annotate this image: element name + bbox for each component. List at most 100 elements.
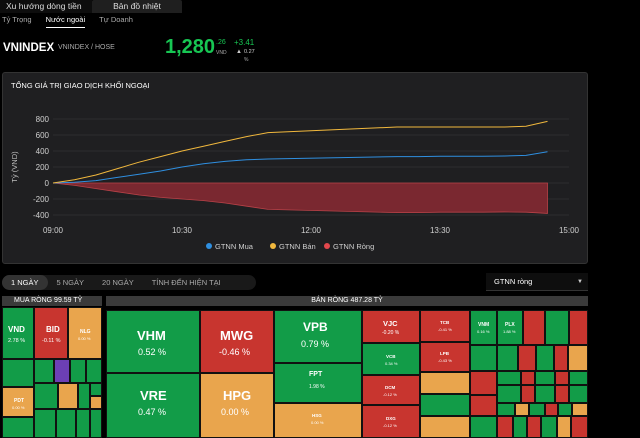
tile-vnd[interactable]: VND 2.78 % bbox=[2, 307, 34, 359]
tile-sell-small[interactable] bbox=[497, 403, 515, 416]
tile-hpg[interactable]: HPG 0.00 % bbox=[200, 373, 274, 438]
tile-sell-small[interactable] bbox=[569, 371, 588, 385]
tile-dcm[interactable]: DCM -0.12 % bbox=[362, 375, 420, 405]
tile-sell-small[interactable] bbox=[521, 371, 535, 385]
tile-sell-small[interactable] bbox=[515, 403, 529, 416]
tile-mwg[interactable]: MWG -0.46 % bbox=[200, 310, 274, 373]
tile-sell-small[interactable] bbox=[541, 416, 557, 438]
tile-sell-small[interactable] bbox=[523, 310, 545, 345]
tab-proportion[interactable]: Tỷ Trọng bbox=[2, 15, 32, 24]
tab-proprietary[interactable]: Tự Doanh bbox=[99, 15, 133, 24]
tile-vhm[interactable]: VHM 0.52 % bbox=[106, 310, 200, 373]
tile-plx[interactable]: PLX 1.88 % bbox=[497, 310, 523, 345]
tile-fpt[interactable]: FPT 1.98 % bbox=[274, 363, 362, 403]
tile-sell-small[interactable] bbox=[568, 345, 588, 371]
tile-sell-small[interactable] bbox=[569, 310, 588, 345]
tile-buy-small[interactable] bbox=[34, 409, 56, 438]
tile-vnm[interactable]: VNM 0.16 % bbox=[470, 310, 497, 345]
tile-buy-small[interactable] bbox=[34, 383, 58, 409]
tile-sell-small[interactable] bbox=[497, 385, 521, 403]
tile-buy-small[interactable] bbox=[86, 359, 102, 383]
tile-buy-small[interactable] bbox=[90, 396, 102, 409]
tile-sell-small[interactable] bbox=[470, 371, 497, 395]
tile-sell-small[interactable] bbox=[470, 345, 497, 371]
index-name: VNINDEX bbox=[3, 42, 55, 54]
tile-sell-small[interactable] bbox=[527, 416, 541, 438]
tile-ticker: VNM bbox=[478, 322, 490, 328]
period-20-days[interactable]: 20 NGÀY bbox=[102, 278, 134, 287]
tile-bid[interactable]: BID -0.11 % bbox=[34, 307, 68, 359]
tile-buy-small[interactable] bbox=[2, 359, 34, 387]
legend-label: GTNN Bán bbox=[279, 242, 316, 251]
tile-ticker: LPB bbox=[440, 351, 449, 356]
tile-sell-small[interactable] bbox=[545, 403, 558, 416]
tab-foreign[interactable]: Nước ngoài bbox=[45, 14, 86, 28]
tile-lpb[interactable]: LPB -0.43 % bbox=[420, 342, 470, 372]
tile-buy-small[interactable] bbox=[56, 409, 76, 438]
metric-select[interactable]: GTNN ròng ▼ bbox=[486, 273, 588, 291]
tile-sell-small[interactable] bbox=[557, 416, 571, 438]
tile-sell-small[interactable] bbox=[420, 394, 470, 416]
tile-sell-small[interactable] bbox=[497, 345, 518, 371]
tile-sell-small[interactable] bbox=[554, 345, 568, 371]
tile-pdt[interactable]: PDT 0.00 % bbox=[2, 387, 34, 417]
tile-tcb[interactable]: TCB -0.41 % bbox=[420, 310, 470, 342]
tile-sell-small[interactable] bbox=[529, 403, 545, 416]
x-tick-label: 15:00 bbox=[559, 226, 580, 235]
tile-sell-small[interactable] bbox=[513, 416, 527, 438]
tile-sell-small[interactable] bbox=[420, 416, 470, 438]
tile-sell-small[interactable] bbox=[572, 403, 588, 416]
top-tab-bar: Xu hướng dòng tiền Bản đồ nhiệt bbox=[0, 0, 640, 13]
tile-hsg[interactable]: HSG 0.00 % bbox=[274, 403, 362, 438]
tile-sell-small[interactable] bbox=[535, 385, 555, 403]
tile-change: -0.12 % bbox=[383, 423, 397, 428]
tile-buy-small[interactable] bbox=[90, 409, 102, 438]
tile-change: 1.88 % bbox=[503, 329, 516, 334]
tile-ticker: DCM bbox=[385, 385, 396, 390]
tile-dxg[interactable]: DXG -0.12 % bbox=[362, 405, 420, 438]
tile-ticker: NLG bbox=[80, 329, 91, 335]
tile-sell-small[interactable] bbox=[569, 385, 588, 403]
tile-sell-small[interactable] bbox=[518, 345, 536, 371]
index-price: 1,280 bbox=[165, 36, 216, 58]
tile-buy-small[interactable] bbox=[78, 383, 90, 409]
tile-sell-small[interactable] bbox=[535, 371, 555, 385]
tile-nlg[interactable]: NLG 0.00 % bbox=[68, 307, 102, 359]
tab-money-flow[interactable]: Xu hướng dòng tiền bbox=[0, 0, 92, 13]
tile-vjc[interactable]: VJC -0.20 % bbox=[362, 310, 420, 343]
tile-sell-small[interactable] bbox=[470, 395, 497, 416]
tab-heatmap[interactable]: Bản đồ nhiệt bbox=[92, 0, 182, 13]
tile-buy-small[interactable] bbox=[58, 383, 78, 409]
tile-sell-small[interactable] bbox=[555, 371, 569, 385]
tile-sell-small[interactable] bbox=[545, 310, 569, 345]
tile-buy-small[interactable] bbox=[76, 409, 90, 438]
chart-title: TỔNG GIÁ TRỊ GIAO DỊCH KHỐI NGOẠI bbox=[11, 81, 150, 90]
tile-vcb[interactable]: VCB 0.34 % bbox=[362, 343, 420, 375]
tile-buy-small[interactable] bbox=[54, 359, 70, 383]
tile-buy-small[interactable] bbox=[90, 383, 102, 396]
tile-change: 0.34 % bbox=[385, 361, 398, 366]
period-selector: 1 NGÀY 5 NGÀY 20 NGÀY TÍNH ĐẾN HIỆN TẠI bbox=[2, 275, 256, 290]
tile-sell-small[interactable] bbox=[420, 372, 470, 394]
tile-sell-small[interactable] bbox=[536, 345, 554, 371]
tile-buy-small[interactable] bbox=[2, 417, 34, 438]
tile-sell-small[interactable] bbox=[470, 416, 497, 438]
tile-sell-small[interactable] bbox=[497, 371, 521, 385]
tile-buy-small[interactable] bbox=[70, 359, 86, 383]
series-line-buy bbox=[52, 151, 548, 184]
tile-change: 0.00 % bbox=[78, 336, 91, 341]
tile-change: 0.00 % bbox=[12, 405, 25, 410]
tile-sell-small[interactable] bbox=[521, 385, 535, 403]
tile-sell-small[interactable] bbox=[497, 416, 513, 438]
tile-buy-small[interactable] bbox=[34, 359, 54, 383]
tile-sell-small[interactable] bbox=[571, 416, 588, 438]
tile-sell-small[interactable] bbox=[558, 403, 572, 416]
legend-dot-icon bbox=[270, 243, 276, 249]
tile-vre[interactable]: VRE 0.47 % bbox=[106, 373, 200, 438]
period-to-date[interactable]: TÍNH ĐẾN HIỆN TẠI bbox=[151, 278, 221, 287]
period-5-days[interactable]: 5 NGÀY bbox=[56, 278, 85, 287]
tile-sell-small[interactable] bbox=[555, 385, 569, 403]
tile-vpb[interactable]: VPB 0.79 % bbox=[274, 310, 362, 363]
index-percent-sign: % bbox=[244, 57, 249, 63]
period-1-day[interactable]: 1 NGÀY bbox=[2, 275, 48, 290]
